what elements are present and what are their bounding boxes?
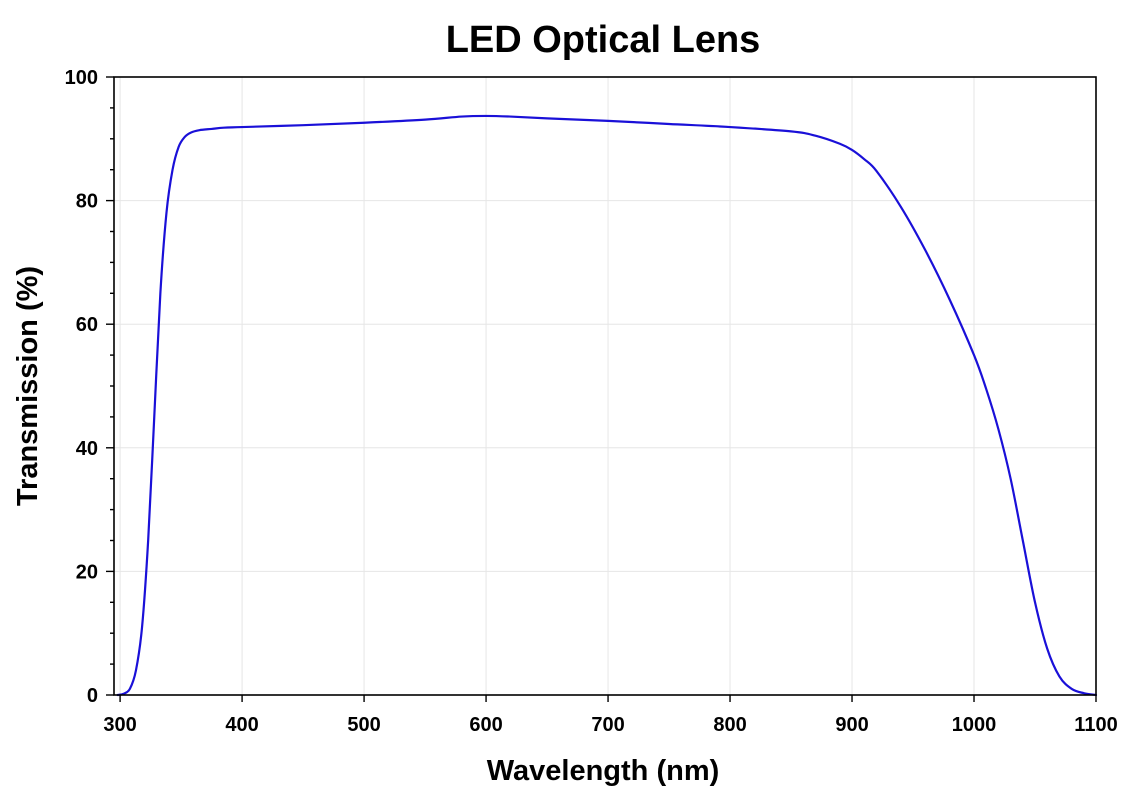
y-tick-label: 20 (76, 561, 98, 583)
transmission-line (116, 114, 1098, 697)
x-tick-label: 800 (713, 714, 746, 736)
x-tick-label: 700 (591, 714, 624, 736)
y-axis-label: Transmission (%) (12, 266, 44, 506)
x-tick-label: 1000 (952, 714, 997, 736)
y-tick-label: 40 (76, 438, 98, 460)
y-tick-label: 100 (65, 67, 98, 89)
x-tick-label: 500 (347, 714, 380, 736)
chart-title: LED Optical Lens (446, 19, 761, 61)
x-tick-label: 300 (103, 714, 136, 736)
plot-frame (113, 76, 1097, 696)
y-tick-label: 0 (87, 685, 98, 707)
x-tick-label: 900 (835, 714, 868, 736)
x-tick-label: 1100 (1074, 714, 1117, 736)
axis-ticks (106, 76, 1097, 702)
x-tick-label: 400 (225, 714, 258, 736)
y-tick-label: 80 (76, 191, 98, 213)
series-layer (116, 114, 1098, 697)
x-tick-label: 600 (469, 714, 502, 736)
grid-lines (114, 76, 1097, 696)
tick-labels: 300 400 500 600 700 800 900 1000 1100 0 20 40 60 80 10… (65, 67, 1118, 736)
x-axis-label: Wavelength (nm) (487, 755, 720, 787)
y-tick-label: 60 (76, 314, 98, 336)
